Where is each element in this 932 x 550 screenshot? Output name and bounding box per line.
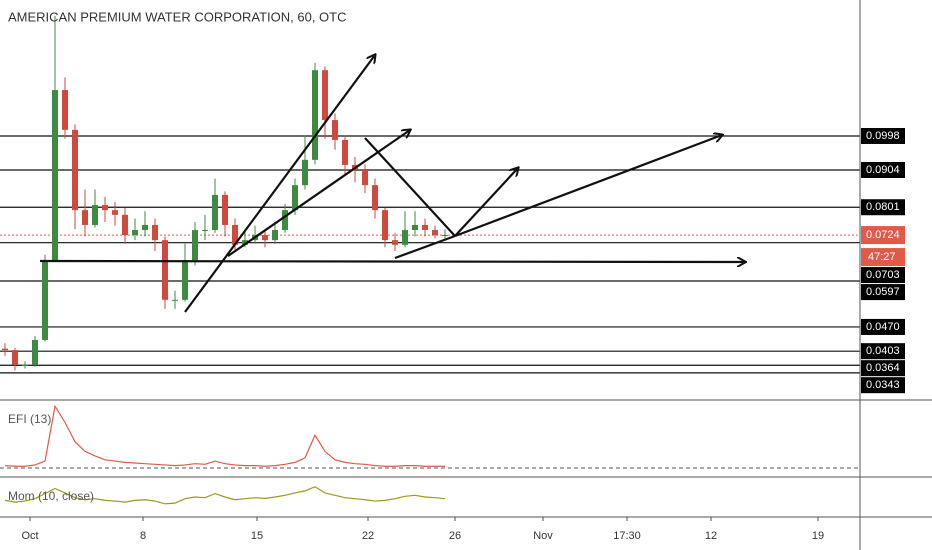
indicator-name: Mom (10, close) bbox=[8, 489, 94, 503]
level-label-box bbox=[861, 199, 905, 216]
trend-arrow bbox=[39, 261, 745, 262]
indicators: EFI (13) Mom (10, close) bbox=[4, 404, 446, 505]
candle-body bbox=[162, 240, 168, 300]
candle-body bbox=[332, 120, 338, 140]
level-label: 0.0904 bbox=[866, 164, 900, 176]
x-tick-label: 12 bbox=[705, 530, 717, 542]
candle-body bbox=[122, 214, 128, 236]
x-tick-label: 22 bbox=[362, 530, 374, 542]
level-label: 0.0998 bbox=[866, 130, 900, 142]
candle-body bbox=[342, 139, 348, 165]
candle-body bbox=[282, 210, 288, 231]
x-tick-label: Nov bbox=[533, 530, 553, 542]
level-label: 0.0364 bbox=[866, 362, 900, 374]
level-label-box bbox=[861, 318, 905, 335]
candle-body bbox=[32, 339, 38, 365]
x-axis: Oct 8 15 22 26 Nov 17:30 12 19 bbox=[21, 517, 824, 542]
candle-body bbox=[202, 230, 208, 232]
chart-title: AMERICAN PREMIUM WATER CORPORATION, 60, … bbox=[8, 9, 347, 24]
x-tick-label: 26 bbox=[449, 530, 461, 542]
x-tick-label: 8 bbox=[140, 530, 146, 542]
candle-body bbox=[12, 350, 18, 365]
x-tick-label: Oct bbox=[21, 530, 38, 542]
candle-body bbox=[62, 90, 68, 130]
candle-body bbox=[292, 185, 298, 211]
level-label-box bbox=[861, 161, 905, 178]
last-price-box bbox=[861, 226, 905, 245]
level-label: 0.0470 bbox=[866, 321, 900, 333]
trend-arrow bbox=[454, 168, 518, 237]
candle-body bbox=[422, 224, 428, 231]
candle-body bbox=[22, 364, 28, 366]
candle-body bbox=[432, 230, 438, 236]
level-label-box bbox=[861, 127, 905, 144]
candle-body bbox=[372, 185, 378, 211]
candle-body bbox=[182, 260, 188, 300]
trend-arrow bbox=[227, 130, 410, 257]
candle-body bbox=[142, 224, 148, 231]
trend-arrow bbox=[454, 135, 722, 238]
x-tick-label: 17:30 bbox=[613, 530, 641, 542]
level-label-box bbox=[861, 360, 905, 377]
candle-body bbox=[92, 205, 98, 225]
candle-body bbox=[52, 90, 58, 261]
candle-body bbox=[42, 260, 48, 340]
candle-body bbox=[412, 224, 418, 231]
level-label: 0.0703 bbox=[866, 269, 900, 281]
trend-line bbox=[394, 234, 456, 260]
candle-body bbox=[442, 235, 448, 237]
candle-body bbox=[322, 70, 328, 121]
candles bbox=[2, 15, 448, 371]
indicator-line bbox=[4, 404, 445, 467]
candle-body bbox=[192, 230, 198, 261]
candle-body bbox=[312, 70, 318, 160]
level-label-box bbox=[861, 267, 905, 284]
candle-body bbox=[2, 348, 8, 351]
level-label: 0.0403 bbox=[866, 345, 900, 357]
x-tick-label: 19 bbox=[812, 530, 824, 542]
trend-line bbox=[364, 137, 456, 237]
candle-body bbox=[82, 210, 88, 225]
candle-body bbox=[152, 224, 158, 241]
candle-body bbox=[242, 240, 248, 245]
candle-body bbox=[302, 159, 308, 186]
candle-body bbox=[402, 230, 408, 245]
last-price-label: 0.0724 bbox=[866, 229, 900, 241]
candle-body bbox=[382, 210, 388, 241]
candle-body bbox=[132, 230, 138, 236]
candle-body bbox=[72, 129, 78, 211]
drawings bbox=[39, 55, 745, 313]
trend-arrow bbox=[184, 55, 375, 313]
countdown-box bbox=[861, 248, 905, 267]
candle-body bbox=[262, 235, 268, 241]
candle-body bbox=[232, 224, 238, 245]
indicator-name: EFI (13) bbox=[8, 412, 51, 426]
countdown: 47:27 bbox=[868, 251, 896, 263]
candle-body bbox=[212, 194, 218, 231]
candle-body bbox=[392, 240, 398, 245]
candle-body bbox=[112, 210, 118, 215]
price-labels: 0.0998 0.0904 0.0801 0.0724 47:27 0.0703 0.059… bbox=[861, 127, 905, 394]
x-tick-label: 15 bbox=[251, 530, 263, 542]
candle-body bbox=[362, 169, 368, 186]
level-label-box bbox=[861, 284, 905, 301]
candle-body bbox=[222, 194, 228, 225]
level-label: 0.0801 bbox=[866, 201, 900, 213]
level-label: 0.0597 bbox=[866, 286, 900, 298]
candle-body bbox=[272, 230, 278, 241]
level-label-box bbox=[861, 377, 905, 394]
level-label: 0.0343 bbox=[866, 379, 900, 391]
candle-body bbox=[172, 299, 178, 301]
indicator-line bbox=[4, 486, 446, 505]
candle-body bbox=[102, 205, 108, 211]
level-label-box bbox=[861, 343, 905, 360]
levels bbox=[0, 135, 860, 374]
